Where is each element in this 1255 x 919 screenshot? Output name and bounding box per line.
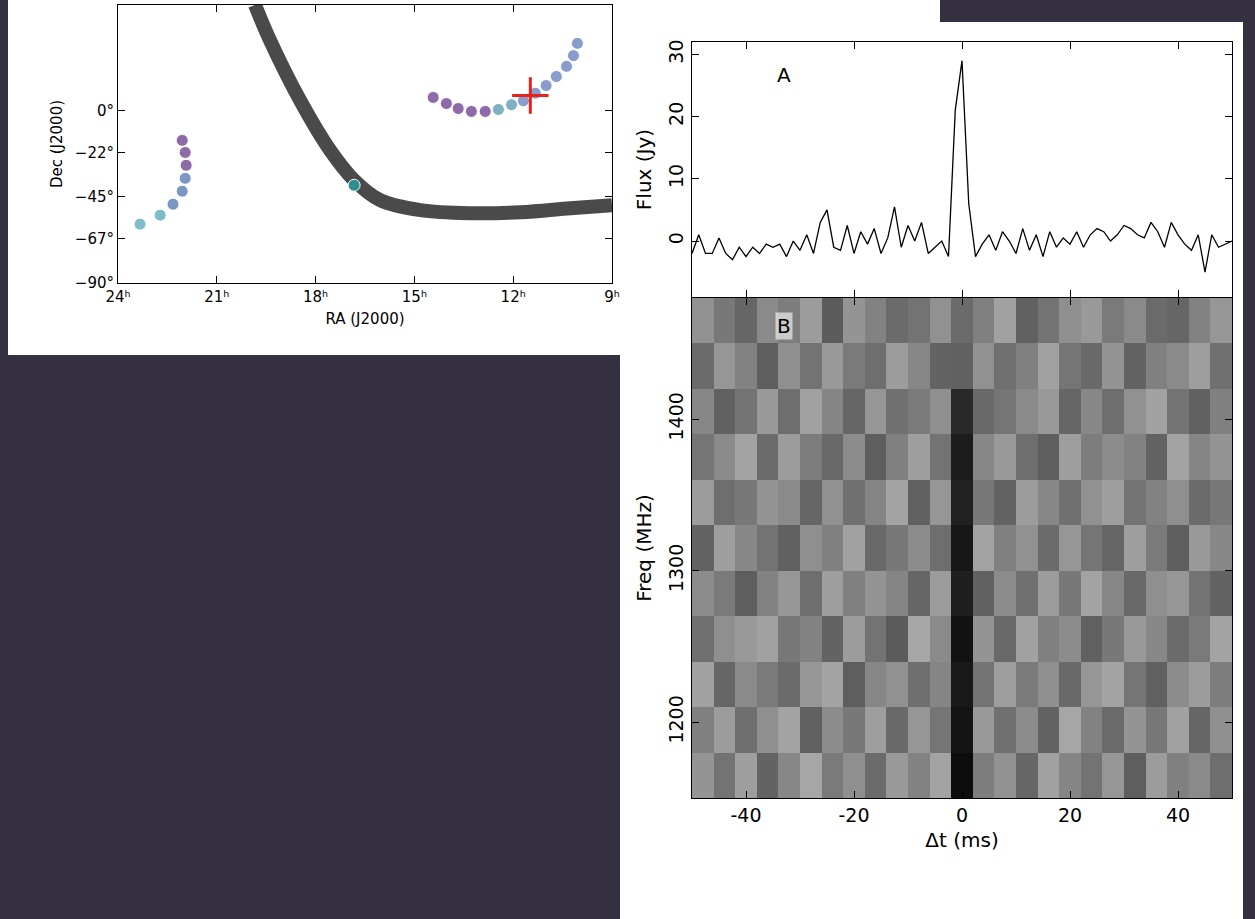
svg-text:−90°: −90°: [75, 274, 114, 292]
svg-text:-40: -40: [730, 804, 761, 826]
svg-text:1400: 1400: [665, 392, 687, 440]
svg-text:10: 10: [665, 164, 687, 188]
svg-text:18ʰ: 18ʰ: [303, 288, 328, 306]
svg-text:40: 40: [1166, 804, 1190, 826]
svg-text:1300: 1300: [665, 544, 687, 592]
svg-text:A: A: [777, 63, 791, 87]
svg-text:15ʰ: 15ʰ: [402, 288, 427, 306]
svg-text:12ʰ: 12ʰ: [501, 288, 526, 306]
svg-text:20: 20: [1058, 804, 1082, 826]
svg-text:Dec (J2000): Dec (J2000): [48, 100, 66, 188]
svg-text:9ʰ: 9ʰ: [604, 288, 620, 306]
svg-text:Δt (ms): Δt (ms): [925, 828, 998, 852]
svg-text:30: 30: [665, 39, 687, 63]
svg-text:B: B: [777, 314, 791, 338]
svg-text:0: 0: [956, 804, 968, 826]
svg-text:0: 0: [665, 232, 687, 244]
svg-text:RA (J2000): RA (J2000): [325, 310, 404, 328]
svg-text:-20: -20: [838, 804, 869, 826]
svg-text:24ʰ: 24ʰ: [105, 288, 130, 306]
svg-text:−67°: −67°: [75, 230, 114, 248]
svg-text:Flux (Jy): Flux (Jy): [632, 129, 656, 210]
svg-text:0°: 0°: [97, 102, 114, 120]
svg-text:21ʰ: 21ʰ: [204, 288, 229, 306]
svg-text:−45°: −45°: [75, 188, 114, 206]
svg-text:1200: 1200: [665, 695, 687, 743]
svg-text:−22°: −22°: [75, 144, 114, 162]
svg-text:20: 20: [665, 102, 687, 126]
svg-text:Freq (MHz): Freq (MHz): [632, 494, 656, 602]
